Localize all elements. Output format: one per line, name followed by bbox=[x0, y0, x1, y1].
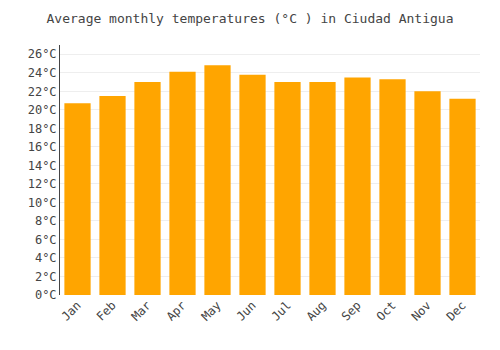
svg-text:14°C: 14°C bbox=[28, 159, 57, 173]
svg-text:Oct: Oct bbox=[374, 298, 399, 323]
svg-text:24°C: 24°C bbox=[28, 66, 57, 80]
svg-text:16°C: 16°C bbox=[28, 140, 57, 154]
svg-text:18°C: 18°C bbox=[28, 122, 57, 136]
svg-text:20°C: 20°C bbox=[28, 103, 57, 117]
svg-text:22°C: 22°C bbox=[28, 85, 57, 99]
svg-text:6°C: 6°C bbox=[35, 233, 57, 247]
svg-text:Dec: Dec bbox=[444, 298, 469, 323]
svg-text:26°C: 26°C bbox=[28, 47, 57, 61]
svg-text:Jun: Jun bbox=[234, 298, 259, 323]
svg-text:10°C: 10°C bbox=[28, 196, 57, 210]
svg-text:Feb: Feb bbox=[94, 298, 119, 323]
svg-text:Apr: Apr bbox=[164, 298, 189, 323]
svg-text:0°C: 0°C bbox=[35, 288, 57, 302]
svg-text:12°C: 12°C bbox=[28, 177, 57, 191]
svg-text:Average monthly temperatures (: Average monthly temperatures (°C ) in Ci… bbox=[47, 11, 454, 26]
svg-text:Aug: Aug bbox=[304, 298, 329, 323]
svg-text:8°C: 8°C bbox=[35, 214, 57, 228]
svg-text:4°C: 4°C bbox=[35, 251, 57, 265]
svg-text:May: May bbox=[199, 298, 224, 323]
svg-text:Jan: Jan bbox=[59, 298, 84, 323]
svg-text:Sep: Sep bbox=[339, 298, 364, 323]
svg-text:Jul: Jul bbox=[269, 298, 294, 323]
svg-text:Mar: Mar bbox=[129, 298, 154, 323]
svg-text:2°C: 2°C bbox=[35, 270, 57, 284]
svg-text:Nov: Nov bbox=[409, 298, 434, 323]
